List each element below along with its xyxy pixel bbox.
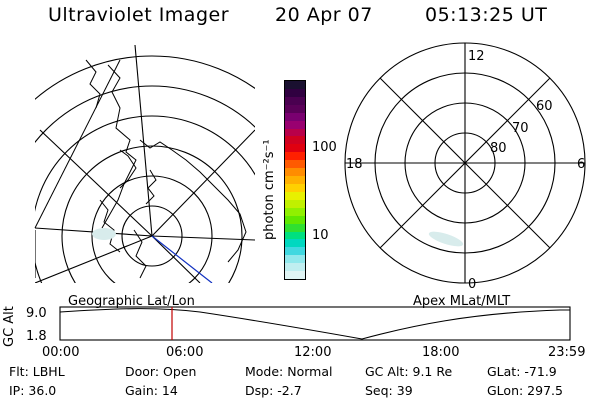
coastline — [85, 59, 101, 109]
lat-circle — [61, 145, 243, 283]
colorbar-stripe — [285, 231, 305, 240]
mlt-label-18: 18 — [346, 157, 363, 172]
colorbar-stripe — [285, 207, 305, 216]
colorbar — [284, 80, 306, 280]
gc-alt-info: GC Alt: 9.1 Re — [365, 364, 453, 379]
apex-mlat-mlt-label: Apex MLat/MLT — [413, 294, 511, 309]
meridian-line — [35, 235, 153, 283]
lat-circle — [35, 85, 255, 144]
colorbar-stripe — [285, 96, 305, 105]
coastline — [119, 149, 137, 189]
colorbar-tick-10: 10 — [312, 228, 329, 243]
colorbar-stripe — [285, 247, 305, 256]
time-tick-1200: 12:00 — [294, 345, 332, 360]
mlt-label-0: 0 — [468, 277, 476, 292]
mlt-label-6: 6 — [577, 157, 585, 172]
timeline-frame — [59, 306, 571, 341]
time-tick-0000: 00:00 — [42, 345, 80, 360]
colorbar-stripe — [285, 168, 305, 177]
meridian-line — [151, 235, 255, 241]
colorbar-stripe — [285, 144, 305, 153]
colorbar-stripe — [285, 120, 305, 129]
colorbar-stripe — [285, 88, 305, 97]
colorbar-stripe — [285, 183, 305, 192]
colorbar-stripe — [285, 199, 305, 208]
instrument-title: Ultraviolet Imager — [48, 4, 230, 26]
colorbar-stripe — [285, 223, 305, 232]
coastline — [99, 199, 121, 253]
coastline — [139, 139, 247, 263]
colorbar-stripe — [285, 160, 305, 169]
seq-info: Seq: 39 — [365, 383, 413, 398]
coastline — [133, 229, 147, 279]
colorbar-stripe — [285, 215, 305, 224]
meridian-line — [134, 44, 153, 237]
meridian-line — [39, 129, 153, 237]
lat-circle — [91, 175, 213, 283]
coastline — [145, 169, 157, 205]
mlat-label-70: 70 — [512, 121, 529, 136]
filter-info: Flt: LBHL — [9, 364, 65, 379]
altitude-curve — [59, 308, 570, 340]
gc-alt-tick-high: 9.0 — [26, 306, 47, 321]
colorbar-tick-100: 100 — [312, 140, 337, 155]
lat-circle — [35, 115, 255, 283]
colorbar-stripe — [285, 128, 305, 137]
time-label: 05:13:25 UT — [425, 4, 548, 26]
geographic-latlon-label: Geographic Lat/Lon — [68, 294, 195, 309]
colorbar-stripe — [285, 191, 305, 200]
gc-alt-tick-low: 1.8 — [26, 329, 47, 344]
glon-info: GLon: 297.5 — [487, 383, 563, 398]
colorbar-stripe — [285, 152, 305, 161]
lat-circle — [35, 55, 255, 100]
mlt-label-12: 12 — [468, 49, 485, 64]
colorbar-stripe — [285, 239, 305, 248]
glat-info: GLat: -71.9 — [487, 364, 557, 379]
colorbar-stripe — [285, 176, 305, 184]
colorbar-stripe — [285, 112, 305, 121]
colorbar-stripe — [285, 271, 305, 280]
door-info: Door: Open — [125, 364, 197, 379]
dsp-info: Dsp: -2.7 — [245, 383, 302, 398]
coastline — [101, 64, 137, 229]
colorbar-stripe — [285, 263, 305, 272]
meridian-line — [151, 235, 201, 283]
time-tick-2359: 23:59 — [548, 345, 586, 360]
gain-info: Gain: 14 — [125, 383, 178, 398]
aurora-patch — [428, 231, 464, 247]
mlat-label-80: 80 — [490, 141, 507, 156]
mlt-diagonal — [379, 77, 551, 249]
date-label: 20 Apr 07 — [275, 4, 373, 26]
meridian-line — [151, 129, 255, 237]
colorbar-stripe — [285, 136, 305, 145]
time-tick-0600: 06:00 — [166, 345, 204, 360]
ground-track — [151, 235, 213, 283]
aurora-patch — [92, 228, 116, 240]
time-tick-1800: 18:00 — [422, 345, 460, 360]
lat-circle — [121, 205, 183, 267]
colorbar-stripe — [285, 81, 305, 89]
ip-info: IP: 36.0 — [9, 383, 57, 398]
colorbar-stripe — [285, 255, 305, 264]
mlat-label-60: 60 — [536, 99, 553, 114]
mode-info: Mode: Normal — [245, 364, 333, 379]
colorbar-stripe — [285, 104, 305, 113]
